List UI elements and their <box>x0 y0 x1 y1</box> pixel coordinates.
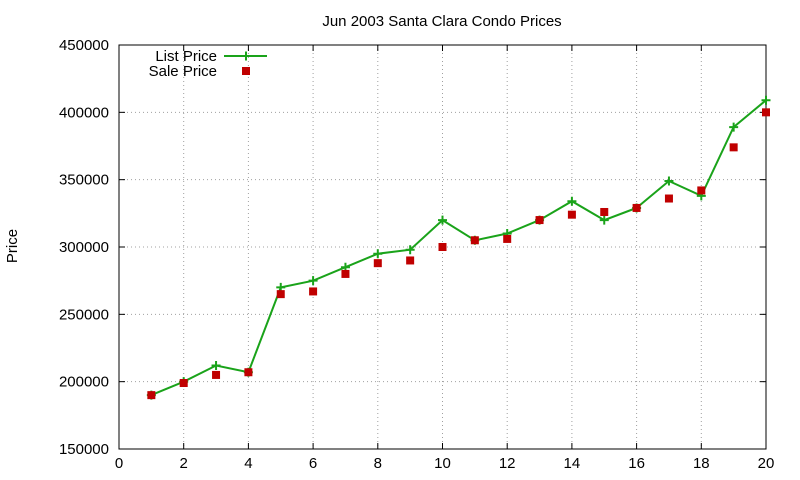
x-tick-label: 16 <box>628 455 645 472</box>
series <box>146 95 771 400</box>
y-tick-label: 250000 <box>59 306 109 323</box>
x-tick-label: 12 <box>499 455 516 472</box>
data-point <box>567 196 577 206</box>
data-point <box>341 269 350 278</box>
data-point <box>438 215 447 225</box>
data-point <box>762 108 770 117</box>
series-2 <box>147 108 770 400</box>
data-point <box>503 234 512 243</box>
data-point <box>664 176 674 186</box>
x-tick-label: 18 <box>693 455 710 472</box>
data-point <box>405 245 415 255</box>
data-point <box>697 186 706 195</box>
x-tick-label: 8 <box>374 455 382 472</box>
x-tick-label: 10 <box>434 455 451 472</box>
data-point <box>729 143 738 152</box>
data-point <box>470 236 479 245</box>
y-tick-label: 400000 <box>59 104 109 121</box>
data-point <box>244 368 253 377</box>
data-point <box>535 216 544 225</box>
legend-marker <box>241 51 251 61</box>
data-point <box>600 207 609 216</box>
legend-marker <box>242 67 250 75</box>
data-point <box>373 259 382 268</box>
x-tick-label: 0 <box>115 455 123 472</box>
data-point <box>632 203 641 212</box>
data-point <box>308 276 318 286</box>
y-tick-label: 300000 <box>59 239 109 256</box>
x-tick-label: 14 <box>564 455 581 472</box>
series-line <box>150 99 767 397</box>
chart-title: Jun 2003 Santa Clara Condo Prices <box>322 13 561 30</box>
data-point <box>276 290 285 299</box>
data-point <box>729 122 739 132</box>
x-tick-label: 2 <box>180 455 188 472</box>
y-tick-label: 450000 <box>59 37 109 54</box>
y-tick-label: 350000 <box>59 172 109 189</box>
data-point <box>373 249 383 259</box>
data-point <box>438 243 447 251</box>
series-1 <box>146 95 771 400</box>
legend-label: Sale Price <box>149 63 217 80</box>
data-point <box>211 361 221 371</box>
y-tick-label: 200000 <box>59 374 109 391</box>
x-tick-label: 6 <box>309 455 317 472</box>
data-point <box>179 379 188 388</box>
y-tick-label: 150000 <box>59 441 109 458</box>
data-point <box>212 370 221 379</box>
y-axis-label: Price <box>4 229 21 263</box>
data-point <box>761 95 771 105</box>
data-point <box>664 194 673 203</box>
axis-ticks: 0 2 4 6 8 10 12 14 16 18 20 150000 200000 250000 30000… <box>59 37 774 472</box>
legend-label: List Price <box>155 48 217 65</box>
data-point <box>599 215 609 225</box>
x-tick-label: 20 <box>758 455 775 472</box>
data-point <box>406 256 415 265</box>
data-point <box>567 210 576 219</box>
data-point <box>147 391 156 400</box>
x-tick-label: 4 <box>244 455 252 472</box>
data-point <box>309 287 318 296</box>
